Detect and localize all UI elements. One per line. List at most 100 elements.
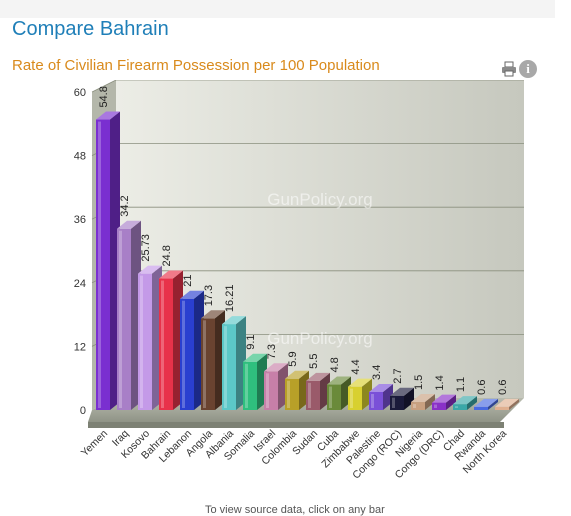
bar-top[interactable]: [96, 111, 120, 120]
bar-side[interactable]: [404, 387, 414, 410]
bar-albania[interactable]: [222, 316, 246, 410]
bar-top[interactable]: [411, 394, 435, 403]
bar-top[interactable]: [306, 372, 330, 381]
chart-floor-edge: [88, 422, 504, 428]
bar-front[interactable]: [243, 361, 257, 410]
bar-top[interactable]: [327, 376, 351, 385]
y-tick-label: 0: [80, 405, 86, 417]
value-label: 1.1: [455, 377, 467, 392]
source-note: To view source data, click on any bar: [205, 504, 385, 516]
value-label: 34.2: [119, 195, 131, 216]
bar-highlight: [119, 230, 122, 408]
bar-highlight: [182, 300, 185, 408]
bar-side[interactable]: [509, 398, 519, 410]
bar-chart: 0 12 24 36 48 60 GunPolicy.org GunPolicy.org 5…: [74, 80, 524, 482]
bar-front[interactable]: [180, 298, 194, 410]
bar-north-korea[interactable]: [495, 398, 519, 410]
bar-top[interactable]: [495, 398, 519, 407]
value-label: 5.9: [287, 351, 299, 366]
bar-top[interactable]: [348, 378, 372, 387]
bar-front[interactable]: [348, 386, 362, 410]
bar-israel[interactable]: [264, 363, 288, 410]
value-label: 4.8: [329, 357, 341, 372]
bar-front[interactable]: [117, 228, 131, 410]
bar-front[interactable]: [327, 384, 341, 410]
bar-front[interactable]: [159, 278, 173, 410]
bar-colombia[interactable]: [285, 370, 309, 410]
bar-kosovo[interactable]: [138, 265, 162, 410]
bar-front[interactable]: [285, 378, 299, 410]
bar-zimbabwe[interactable]: [348, 378, 372, 410]
bar-top[interactable]: [117, 220, 141, 229]
value-label: 16.21: [224, 285, 236, 313]
bar-congo-roc[interactable]: [390, 387, 414, 410]
bar-front[interactable]: [138, 273, 152, 410]
bar-front[interactable]: [453, 404, 467, 410]
page-title: Compare Bahrain: [12, 18, 169, 40]
bar-front[interactable]: [432, 402, 446, 410]
bar-rwanda[interactable]: [474, 398, 498, 410]
bar-front[interactable]: [96, 119, 110, 410]
bar-side[interactable]: [467, 396, 477, 410]
value-label: 7.3: [266, 344, 278, 359]
bar-front[interactable]: [222, 324, 236, 410]
bar-front[interactable]: [369, 391, 383, 410]
bar-highlight: [413, 404, 416, 408]
bar-highlight: [224, 326, 227, 408]
bar-highlight: [245, 363, 248, 408]
bar-angola[interactable]: [201, 310, 225, 410]
bar-front[interactable]: [411, 402, 425, 410]
bar-front[interactable]: [474, 406, 488, 410]
bar-iraq[interactable]: [117, 220, 141, 410]
bar-sudan[interactable]: [306, 372, 330, 410]
bar-highlight: [140, 275, 143, 408]
bar-top[interactable]: [474, 398, 498, 407]
bar-top[interactable]: [453, 396, 477, 405]
bar-yemen[interactable]: [96, 111, 120, 410]
bar-top[interactable]: [138, 265, 162, 274]
bar-somalia[interactable]: [243, 353, 267, 410]
bar-front[interactable]: [306, 380, 320, 410]
bar-top[interactable]: [222, 316, 246, 325]
chart-title: Rate of Civilian Firearm Possession per …: [12, 57, 380, 74]
bar-bahrain[interactable]: [159, 270, 183, 410]
bar-top[interactable]: [201, 310, 225, 319]
value-label: 2.7: [392, 368, 404, 383]
bar-highlight: [392, 397, 395, 408]
bar-front[interactable]: [264, 371, 278, 410]
bar-top[interactable]: [264, 363, 288, 372]
bar-top[interactable]: [285, 370, 309, 379]
bar-top[interactable]: [390, 387, 414, 396]
bar-front[interactable]: [495, 406, 509, 410]
value-label: 1.4: [434, 375, 446, 390]
y-tick-label: 48: [74, 151, 86, 163]
info-icon[interactable]: i: [519, 60, 537, 78]
value-label: 0.6: [497, 380, 509, 395]
bar-highlight: [434, 404, 437, 408]
bar-top[interactable]: [243, 353, 267, 362]
value-label: 54.8: [98, 86, 110, 107]
print-icon[interactable]: [501, 61, 517, 77]
bar-top[interactable]: [369, 383, 393, 392]
bar-side[interactable]: [446, 394, 456, 410]
bar-top[interactable]: [180, 290, 204, 299]
bar-lebanon[interactable]: [180, 290, 204, 410]
bar-top[interactable]: [159, 270, 183, 279]
bar-nigeria[interactable]: [411, 394, 435, 410]
x-tick-label: Yemen: [79, 428, 110, 459]
value-label: 17.3: [203, 285, 215, 306]
bar-highlight: [98, 121, 101, 408]
bar-side[interactable]: [425, 394, 435, 410]
bar-top[interactable]: [432, 394, 456, 403]
bar-chad[interactable]: [453, 396, 477, 410]
bar-front[interactable]: [201, 318, 215, 410]
bar-front[interactable]: [390, 395, 404, 410]
bar-side[interactable]: [488, 398, 498, 410]
bar-highlight: [287, 380, 290, 408]
top-bar: [0, 0, 555, 18]
bar-highlight: [308, 382, 311, 408]
y-tick-label: 60: [74, 87, 86, 99]
bar-congo-drc[interactable]: [432, 394, 456, 410]
value-label: 4.4: [350, 359, 362, 374]
y-tick-label: 24: [74, 278, 86, 290]
